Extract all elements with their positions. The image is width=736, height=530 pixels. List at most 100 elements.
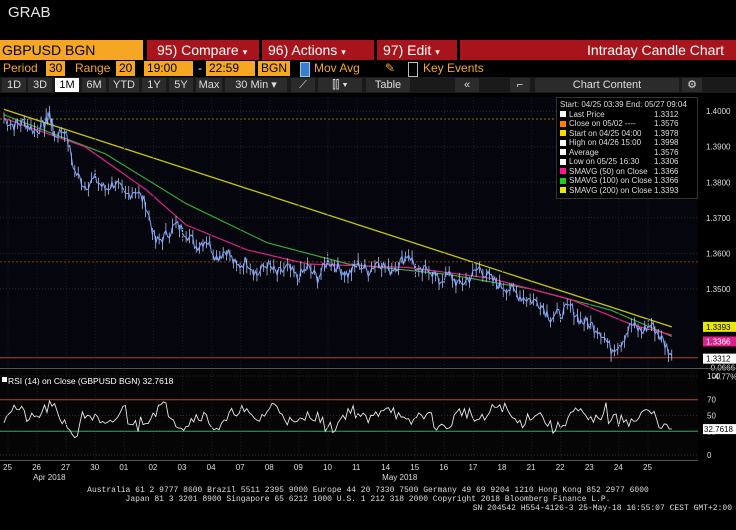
range-3d[interactable]: 3D [28, 78, 52, 92]
legend-swatch [560, 130, 566, 137]
legend-value: 1.3576 [654, 119, 679, 128]
price-line [3, 110, 673, 356]
actions-button[interactable]: 96) Actions ▾ [262, 40, 374, 60]
time-separator: - [198, 61, 202, 75]
edit-label: 97) Edit [383, 42, 432, 58]
mov-avg-label: Mov Avg [314, 61, 360, 75]
legend-swatch [560, 139, 566, 146]
sma200-value-tag-bg [703, 321, 736, 332]
x-tick-label: 10 [323, 463, 332, 472]
interval-select[interactable]: 30 Min ▾ [225, 78, 287, 92]
legend-swatch [560, 158, 566, 165]
range-1y[interactable]: 1Y [142, 78, 166, 92]
legend-swatch [560, 187, 566, 194]
x-tick-label: 09 [294, 463, 303, 472]
legend-label: Average [569, 147, 599, 157]
legend-swatch [560, 111, 566, 118]
price-tick-label: 1.3500 [706, 285, 731, 294]
legend-swatch [560, 168, 566, 175]
legend-label: Low on 05/25 16:30 [569, 157, 640, 166]
period-input[interactable]: 30 [46, 61, 66, 76]
legend-value: 1.3312 [654, 109, 679, 119]
time-end-input[interactable]: 22:59 [206, 61, 255, 76]
legend-swatch [560, 177, 566, 184]
pencil-icon[interactable]: ✎ [385, 61, 396, 75]
sma100-line [3, 114, 673, 337]
rsi-value-tag: 32.7618 [704, 425, 733, 434]
chevron-down-icon: ▾ [341, 47, 346, 57]
actions-label: 96) Actions [268, 42, 338, 58]
line-tool-icon[interactable]: ⟋ [291, 78, 315, 92]
compare-button[interactable]: 95) Compare ▾ [147, 40, 259, 60]
price-tick-label: 1.3600 [706, 249, 731, 258]
legend-label: Last Price [569, 109, 605, 119]
settings-bar: Period 30 Range 20 19:00 - 22:59 BGN Mov… [0, 60, 736, 77]
x-tick-label: 11 [352, 463, 361, 472]
rsi-panel: RSI (14) on Close (GBPUSD BGN) 32.7618 10… [0, 370, 736, 460]
last-price-tag-bg [703, 353, 736, 364]
legend-row: Average 1.3576 [560, 148, 694, 158]
x-tick-label: 04 [207, 463, 216, 472]
x-tick-label: 25 [643, 463, 652, 472]
x-tick-label: 24 [614, 463, 623, 472]
range-1d[interactable]: 1D [2, 78, 26, 92]
x-tick-label: 21 [527, 463, 536, 472]
legend-label: SMAVG (200) on Close [569, 185, 652, 195]
x-tick-label: 17 [468, 463, 477, 472]
x-tick-label: 16 [439, 463, 448, 472]
legend-swatch [560, 120, 566, 127]
range-6m[interactable]: 6M [82, 78, 106, 92]
legend-row: Start on 04/25 04:00 1.3978 [560, 129, 694, 139]
legend-value: 1.3393 [654, 185, 679, 195]
x-month-label: May 2018 [382, 473, 418, 482]
footer-contacts-line1: Australia 61 2 9777 8600 Brazil 5511 239… [87, 486, 649, 495]
chevron-down-icon: ▾ [271, 79, 277, 91]
edit-button[interactable]: 97) Edit ▾ [377, 40, 457, 60]
source-input[interactable]: BGN [258, 61, 291, 76]
chart-content-button[interactable]: Chart Content [535, 78, 679, 92]
x-tick-label: 03 [178, 463, 187, 472]
sma-value-tag-bg [703, 336, 736, 347]
rsi-tick-label: 50 [707, 412, 716, 421]
period-label: Period [3, 61, 38, 75]
x-tick-label: 23 [585, 463, 594, 472]
legend-header: Start: 04/25 03:39 End: 05/27 09:04 [560, 100, 687, 109]
legend-row: SMAVG (100) on Close 1.3366 [560, 176, 694, 186]
range-max[interactable]: Max [196, 78, 222, 92]
price-tick-label: 1.4000 [706, 107, 731, 116]
x-tick-label: 08 [265, 463, 274, 472]
change-percent: -4.77% [712, 373, 736, 382]
gear-icon[interactable]: ⚙ [682, 78, 702, 92]
collapse-left-icon[interactable]: « [455, 78, 479, 92]
range-1m[interactable]: 1M [55, 78, 79, 92]
x-month-label: Apr 2018 [33, 473, 66, 482]
range-input[interactable]: 20 [116, 61, 136, 76]
rsi-title: RSI (14) on Close (GBPUSD BGN) 32.7618 [8, 376, 174, 386]
x-tick-label: 07 [236, 463, 245, 472]
legend-value: 1.3978 [654, 128, 679, 138]
security-field[interactable]: GBPUSD BGN Curncy [0, 40, 143, 78]
x-tick-label: 30 [90, 463, 99, 472]
key-events-label: Key Events [423, 61, 484, 75]
sma200-value-tag: 1.3393 [706, 323, 731, 332]
sma200-line [3, 108, 673, 328]
chart-content-toggle-icon[interactable]: ⌐ [510, 78, 530, 92]
last-price-tag: 1.3312 [706, 355, 731, 364]
table-button[interactable]: Table [366, 78, 410, 92]
x-tick-label: 18 [498, 463, 507, 472]
range-toolbar: 1D 3D 1M 6M YTD 1Y 5Y Max 30 Min ▾ ⟋ ⫿⫿ … [0, 77, 736, 93]
range-ytd[interactable]: YTD [109, 78, 139, 92]
candle-tool-icon[interactable]: ⫿⫿ ▾ [318, 78, 362, 92]
footer-session-line: SN 204542 H554-4126-3 25-May-18 16:55:07… [472, 504, 732, 513]
chevron-down-icon: ▾ [242, 47, 248, 57]
window-title: GRAB [8, 4, 51, 21]
legend-row: Close on 05/02 ---- 1.3576 [560, 119, 694, 129]
legend-row: SMAVG (50) on Close 1.3366 [560, 167, 694, 177]
time-start-input[interactable]: 19:00 [144, 61, 193, 76]
range-5y[interactable]: 5Y [169, 78, 193, 92]
x-tick-label: 26 [32, 463, 41, 472]
price-tick-label: 1.3800 [706, 178, 731, 187]
rsi-tick-label: 70 [707, 396, 716, 405]
legend-value: 1.3366 [654, 166, 679, 176]
legend-label: Close on 05/02 ---- [569, 119, 636, 128]
